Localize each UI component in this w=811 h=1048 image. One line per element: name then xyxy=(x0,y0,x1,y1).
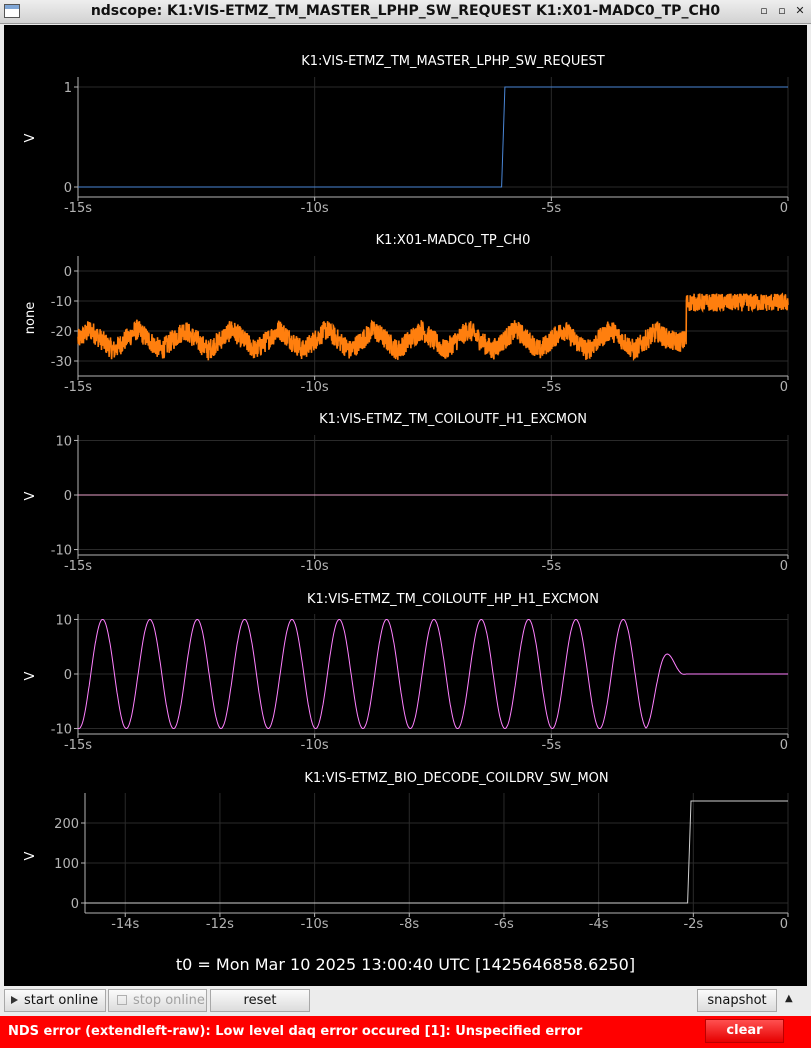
plot5-xtick-label: -14s xyxy=(111,917,139,932)
plot3-title: K1:VIS-ETMZ_TM_COILOUTF_H1_EXCMON xyxy=(319,412,587,427)
plot4-ytick-label: 0 xyxy=(64,668,72,683)
plot4-xtick-label: 0 xyxy=(780,738,788,753)
plot5-xtick-label: -2s xyxy=(683,917,703,932)
window-titlebar: ndscope: K1:VIS-ETMZ_TM_MASTER_LPHP_SW_R… xyxy=(0,0,811,24)
plots-canvas[interactable]: K1:VIS-ETMZ_TM_MASTER_LPHP_SW_REQUEST V -1… xyxy=(4,25,807,986)
collapse-arrow-icon[interactable]: ▲ xyxy=(785,993,793,1004)
control-bar: start online stop online reset snapshot … xyxy=(0,986,811,1016)
t0-label: t0 = Mon Mar 10 2025 13:00:40 UTC [14256… xyxy=(175,955,636,974)
plot2-title: K1:X01-MADC0_TP_CH0 xyxy=(376,233,531,248)
plot1-xtick-label: -5s xyxy=(541,201,561,216)
plot4-ytick-label: -10 xyxy=(51,723,72,738)
app-icon xyxy=(4,4,20,18)
close-button[interactable]: ✕ xyxy=(795,4,805,17)
plot4-xtick-label: -5s xyxy=(541,738,561,753)
plot1-ytick-label: 1 xyxy=(64,81,72,96)
maximize-button[interactable]: ▫ xyxy=(778,4,786,17)
plot5-xtick-label: -4s xyxy=(589,917,609,932)
plot5-xtick-label: -12s xyxy=(206,917,234,932)
plot3-ytick-label: 10 xyxy=(55,434,72,449)
stop-online-button[interactable]: stop online xyxy=(108,989,207,1012)
plot3-xtick-label: -15s xyxy=(64,559,92,574)
plot3-xtick-label: 0 xyxy=(780,559,788,574)
plot5-xtick-label: -6s xyxy=(494,917,514,932)
plot2-xtick-label: -5s xyxy=(541,380,561,395)
plot5-ytick-label: 0 xyxy=(71,897,79,912)
plot2-xtick-label: -10s xyxy=(301,380,329,395)
plot3-xtick-label: -10s xyxy=(301,559,329,574)
plot4-title: K1:VIS-ETMZ_TM_COILOUTF_HP_H1_EXCMON xyxy=(307,592,599,607)
plot2-ylabel: none xyxy=(23,302,38,334)
plot2-ytick-label: -10 xyxy=(51,295,72,310)
plot1-title: K1:VIS-ETMZ_TM_MASTER_LPHP_SW_REQUEST xyxy=(301,54,605,69)
plot4-ylabel: V xyxy=(23,671,38,680)
plot4-ytick-label: 10 xyxy=(55,613,72,628)
plot2-ytick-label: 0 xyxy=(64,265,72,280)
plot5-trace xyxy=(85,800,788,904)
plot1-xtick-label: -10s xyxy=(301,201,329,216)
minimize-button[interactable]: ▫ xyxy=(760,4,768,17)
window-title: ndscope: K1:VIS-ETMZ_TM_MASTER_LPHP_SW_R… xyxy=(90,3,721,19)
plot-area[interactable]: K1:VIS-ETMZ_TM_MASTER_LPHP_SW_REQUEST V -1… xyxy=(4,25,807,986)
plot4-xtick-label: -15s xyxy=(64,738,92,753)
plot1-xtick-label: -15s xyxy=(64,201,92,216)
plot5-xtick-label: -8s xyxy=(399,917,419,932)
plot4-xtick-label: -10s xyxy=(301,738,329,753)
plot2-ytick-label: -30 xyxy=(51,355,72,370)
plot1-ytick-label: 0 xyxy=(64,181,72,196)
plot3-ytick-label: -10 xyxy=(51,544,72,559)
stop-online-label: stop online xyxy=(133,993,205,1008)
plot5-xtick-label: 0 xyxy=(780,917,788,932)
plot5-ytick-label: 200 xyxy=(54,817,79,832)
reset-button[interactable]: reset xyxy=(210,989,310,1012)
snapshot-button[interactable]: snapshot xyxy=(697,989,777,1012)
error-bar: NDS error (extendleft-raw): Low level da… xyxy=(0,1016,811,1048)
plot5-title: K1:VIS-ETMZ_BIO_DECODE_COILDRV_SW_MON xyxy=(304,771,608,786)
start-online-button[interactable]: start online xyxy=(4,989,106,1012)
plot2-xtick-label: -15s xyxy=(64,380,92,395)
plot2-xtick-label: 0 xyxy=(780,380,788,395)
start-online-label: start online xyxy=(24,993,99,1008)
stop-icon xyxy=(117,995,127,1005)
plot2-trace xyxy=(77,292,789,362)
error-message: NDS error (extendleft-raw): Low level da… xyxy=(8,1024,583,1039)
plot5-ylabel: V xyxy=(23,851,38,860)
play-icon xyxy=(11,996,18,1004)
plot3-ytick-label: 0 xyxy=(64,489,72,504)
plot4-trace xyxy=(77,619,788,729)
plot5-ytick-label: 100 xyxy=(54,857,79,872)
plot1-ylabel: V xyxy=(23,133,38,142)
clear-button[interactable]: clear xyxy=(705,1019,784,1043)
plot5-xtick-label: -10s xyxy=(301,917,329,932)
plot3-xtick-label: -5s xyxy=(541,559,561,574)
plot2-ytick-label: -20 xyxy=(51,325,72,340)
plot1-trace xyxy=(78,86,788,188)
plot1-xtick-label: 0 xyxy=(780,201,788,216)
plot3-ylabel: V xyxy=(23,491,38,500)
